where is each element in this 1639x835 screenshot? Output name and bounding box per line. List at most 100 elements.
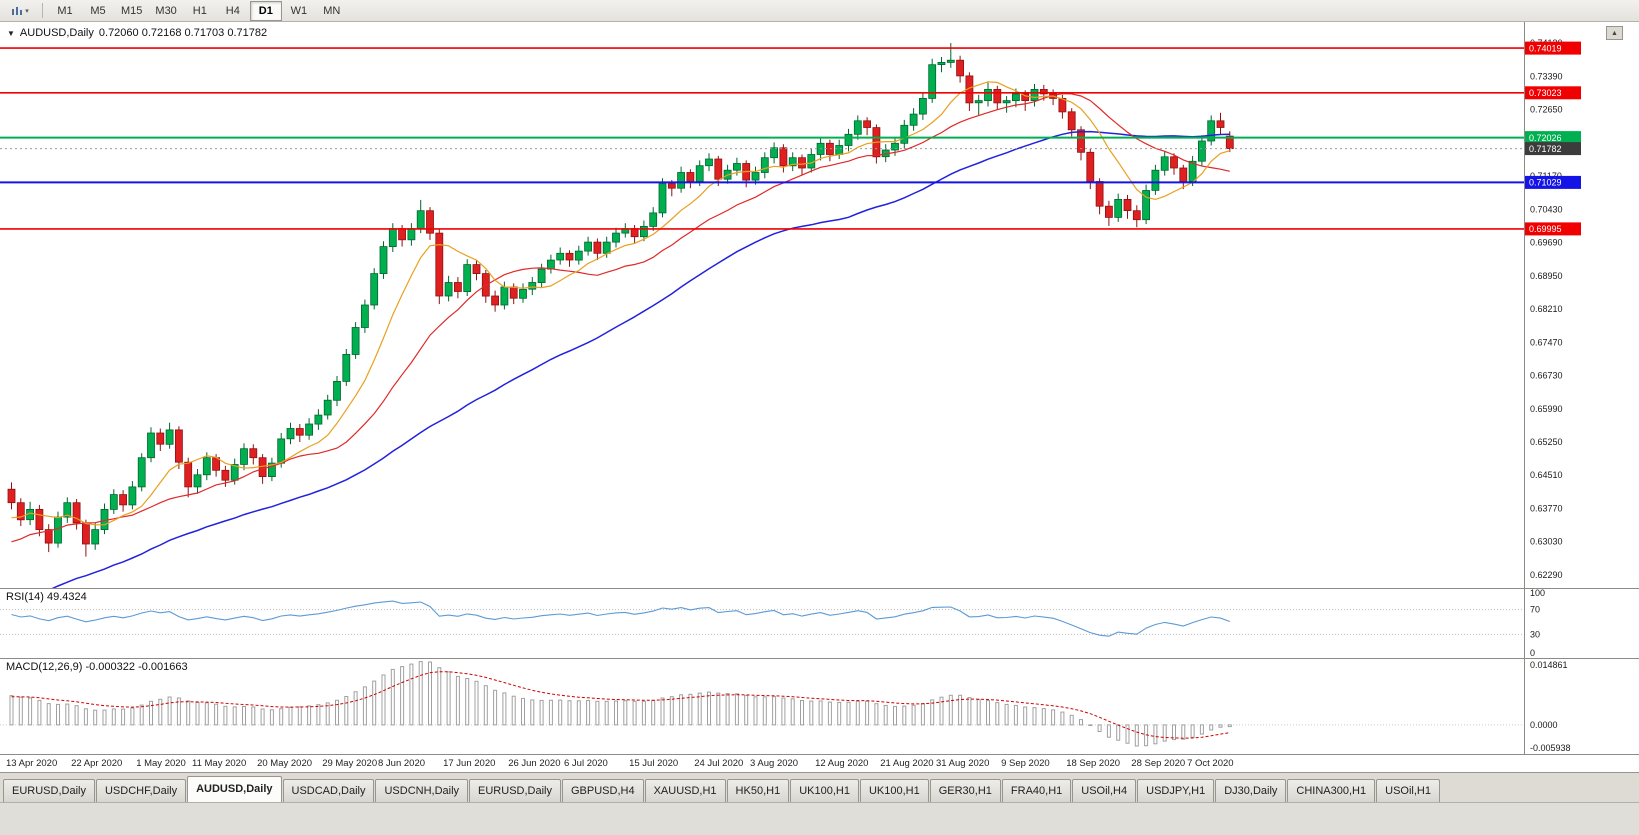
date-label: 15 Jul 2020 xyxy=(629,758,679,769)
toolbar-separator xyxy=(42,3,43,18)
price-tag: 0.72026 xyxy=(1525,131,1581,145)
chart-tab-EURUSD-Daily[interactable]: EURUSD,Daily xyxy=(3,779,95,802)
panel-splitter-macd[interactable] xyxy=(0,656,1639,660)
macd-signal-line xyxy=(11,671,1230,739)
moving-average-line[interactable] xyxy=(11,81,1230,526)
svg-text:0.72650: 0.72650 xyxy=(1530,105,1563,115)
price-tag: 0.71029 xyxy=(1525,175,1581,189)
svg-text:0.70430: 0.70430 xyxy=(1530,204,1563,214)
chart-tab-USOil-H4[interactable]: USOil,H4 xyxy=(1072,779,1137,802)
chevron-down-icon: ▾ xyxy=(25,7,29,15)
date-label: 18 Sep 2020 xyxy=(1066,758,1121,769)
svg-text:-0.005938: -0.005938 xyxy=(1530,743,1571,753)
svg-text:0.67470: 0.67470 xyxy=(1530,337,1563,347)
rsi-label: RSI(14) 49.4324 xyxy=(6,591,87,603)
date-label: 13 Apr 2020 xyxy=(6,758,58,769)
svg-text:0.64510: 0.64510 xyxy=(1530,470,1563,480)
date-label: 24 Jul 2020 xyxy=(694,758,744,769)
chart-tab-EURUSD-Daily[interactable]: EURUSD,Daily xyxy=(469,779,561,802)
price-tag: 0.73023 xyxy=(1525,86,1581,100)
chart-header: ▼ AUDUSD,Daily 0.72060 0.72168 0.71703 0… xyxy=(7,27,267,39)
timeframe-button-MN[interactable]: MN xyxy=(323,4,341,17)
timeframe-button-H4[interactable]: H4 xyxy=(225,4,240,17)
date-label: 11 May 2020 xyxy=(192,758,247,769)
svg-text:0: 0 xyxy=(1530,648,1535,658)
chart-tab-UK100-H1[interactable]: UK100,H1 xyxy=(859,779,929,802)
rsi-indicator-svg[interactable]: 100 70 30 0 xyxy=(0,588,1639,658)
chart-tab-USDJPY-H1[interactable]: USDJPY,H1 xyxy=(1137,779,1215,802)
date-label: 1 May 2020 xyxy=(136,758,186,769)
date-label: 8 Jun 2020 xyxy=(378,758,426,769)
timeframe-button-H1[interactable]: H1 xyxy=(192,4,207,17)
price-tag: 0.74019 xyxy=(1525,41,1581,55)
svg-text:0.66730: 0.66730 xyxy=(1530,371,1563,381)
macd-histogram xyxy=(9,661,1232,747)
svg-text:30: 30 xyxy=(1530,629,1540,639)
timeframe-button-D1[interactable]: D1 xyxy=(249,0,282,21)
panel-splitter-rsi[interactable] xyxy=(0,586,1639,590)
chart-tab-HK50-H1[interactable]: HK50,H1 xyxy=(726,779,790,802)
svg-text:0.0000: 0.0000 xyxy=(1530,720,1558,730)
scroll-up-button[interactable]: ▲ xyxy=(1606,26,1623,40)
timeframe-button-M15[interactable]: M15 xyxy=(121,4,143,17)
date-label: 20 May 2020 xyxy=(257,758,313,769)
svg-text:0.69995: 0.69995 xyxy=(1529,224,1562,234)
svg-text:0.71782: 0.71782 xyxy=(1529,144,1562,154)
svg-text:0.65990: 0.65990 xyxy=(1530,404,1563,414)
svg-text:0.72026: 0.72026 xyxy=(1529,133,1562,143)
chart-tab-FRA40-H1[interactable]: FRA40,H1 xyxy=(1001,779,1072,802)
svg-text:0.68210: 0.68210 xyxy=(1530,304,1563,314)
chart-tab-GER30-H1[interactable]: GER30,H1 xyxy=(929,779,1001,802)
svg-text:0.65250: 0.65250 xyxy=(1530,437,1563,447)
moving-average-line[interactable] xyxy=(12,130,1230,588)
chart-tab-UK100-H1[interactable]: UK100,H1 xyxy=(790,779,859,802)
timeframe-button-M1[interactable]: M1 xyxy=(57,4,73,17)
date-label: 21 Aug 2020 xyxy=(880,758,934,769)
price-tag: 0.69995 xyxy=(1525,222,1581,236)
svg-text:0.73390: 0.73390 xyxy=(1530,71,1563,81)
svg-text:0.69690: 0.69690 xyxy=(1530,238,1563,248)
candles-layer xyxy=(7,43,1234,557)
chart-tab-USOil-H1[interactable]: USOil,H1 xyxy=(1376,779,1440,802)
date-label: 17 Jun 2020 xyxy=(443,758,496,769)
chart-tab-bar: EURUSD,Daily USDCHF,Daily AUDUSD,Daily USDC… xyxy=(0,772,1639,802)
svg-text:0.74019: 0.74019 xyxy=(1529,43,1562,53)
date-label: 6 Jul 2020 xyxy=(564,758,608,769)
date-label: 9 Sep 2020 xyxy=(1001,758,1050,769)
date-label: 31 Aug 2020 xyxy=(936,758,990,769)
chart-tab-GBPUSD-H4[interactable]: GBPUSD,H4 xyxy=(562,779,644,802)
date-label: 7 Oct 2020 xyxy=(1187,758,1234,769)
date-label: 3 Aug 2020 xyxy=(750,758,799,769)
timeframe-button-W1[interactable]: W1 xyxy=(290,4,308,17)
date-label: 29 May 2020 xyxy=(322,758,378,769)
chart-collapse-icon[interactable]: ▼ xyxy=(7,28,15,38)
svg-text:0.63770: 0.63770 xyxy=(1530,503,1563,513)
chart-tab-DJ30-Daily[interactable]: DJ30,Daily xyxy=(1215,779,1287,802)
svg-text:0.73023: 0.73023 xyxy=(1529,88,1562,98)
svg-text:0.68950: 0.68950 xyxy=(1530,271,1563,281)
timeframe-buttons: M1 M5 M15 M30 H1 H4 D1 W1 MN xyxy=(49,0,348,21)
svg-text:70: 70 xyxy=(1530,605,1540,615)
moving-average-line[interactable] xyxy=(11,92,1230,543)
chart-tab-USDCHF-Daily[interactable]: USDCHF,Daily xyxy=(95,779,187,802)
timeframe-button-M30[interactable]: M30 xyxy=(155,4,177,17)
time-axis[interactable]: 13 Apr 2020 22 Apr 2020 1 May 2020 11 May 2… xyxy=(0,754,1639,772)
svg-text:0.014861: 0.014861 xyxy=(1530,660,1568,670)
date-label: 26 Jun 2020 xyxy=(508,758,561,769)
chart-ohlc-values: 0.72060 0.72168 0.71703 0.71782 xyxy=(98,27,268,39)
macd-indicator-svg[interactable]: 0.014861 0.0000 -0.005938 xyxy=(0,658,1639,754)
main-chart-svg[interactable]: 0.741300.733900.726500.719100.711700.704… xyxy=(0,22,1639,588)
chart-tab-CHINA300-H1[interactable]: CHINA300,H1 xyxy=(1287,779,1376,802)
chart-tab-AUDUSD-Daily[interactable]: AUDUSD,Daily xyxy=(187,776,282,802)
price-scale[interactable] xyxy=(1524,22,1639,754)
timeframe-button-M5[interactable]: M5 xyxy=(90,4,106,17)
chart-type-button[interactable]: ▾ xyxy=(4,1,36,21)
chart-tab-XAUUSD-H1[interactable]: XAUUSD,H1 xyxy=(644,779,726,802)
chart-tab-USDCAD-Daily[interactable]: USDCAD,Daily xyxy=(282,779,375,802)
macd-label: MACD(12,26,9) -0.000322 -0.001663 xyxy=(6,661,188,673)
chart-tab-USDCNH-Daily[interactable]: USDCNH,Daily xyxy=(375,779,469,802)
svg-text:100: 100 xyxy=(1530,588,1545,598)
up-arrow-icon: ▲ xyxy=(1611,29,1618,37)
status-bar xyxy=(0,802,1639,835)
date-label: 12 Aug 2020 xyxy=(815,758,869,769)
